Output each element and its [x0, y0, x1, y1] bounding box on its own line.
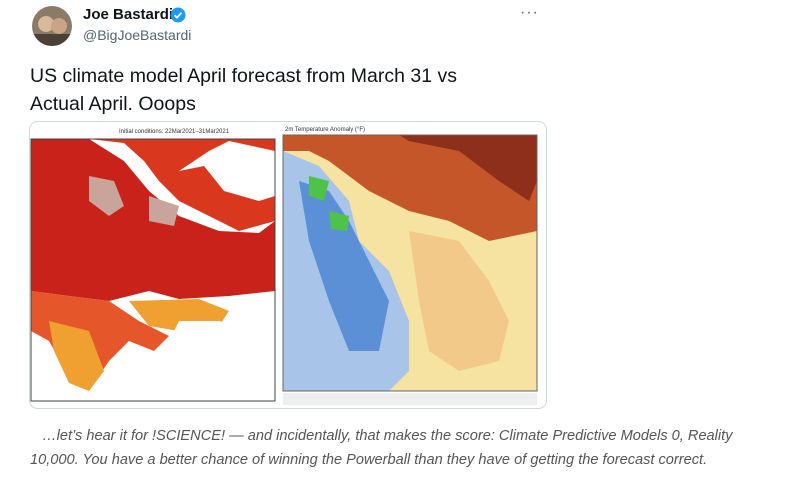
caption-line: 10,000. You have a better chance of winn… [30, 452, 708, 468]
observed-map: 2m Temperature Anomaly (°F) [282, 127, 538, 405]
caption: …let’s hear it for !SCIENCE! — and incid… [30, 424, 733, 472]
forecast-map: Initial conditions: 22Mar2021–31Mar2021 [30, 129, 276, 402]
tweet-line: US climate model April forecast from Mar… [30, 65, 457, 87]
map-label: 2m Temperature Anomaly (°F) [285, 127, 365, 133]
more-menu[interactable]: ··· [520, 4, 539, 21]
user-name[interactable]: Joe Bastardi [83, 6, 174, 23]
tweet-media[interactable]: Initial conditions: 22Mar2021–31Mar2021 … [29, 121, 547, 409]
verified-badge [170, 7, 186, 23]
avatar[interactable] [32, 6, 72, 46]
tweet-line: Actual April. Ooops [30, 93, 196, 115]
tweet-text: US climate model April forecast from Mar… [30, 62, 457, 118]
user-handle[interactable]: @BigJoeBastardi [83, 27, 192, 43]
caption-line: …let’s hear it for !SCIENCE! — and incid… [42, 428, 733, 444]
map-label: Initial conditions: 22Mar2021–31Mar2021 [119, 129, 230, 135]
